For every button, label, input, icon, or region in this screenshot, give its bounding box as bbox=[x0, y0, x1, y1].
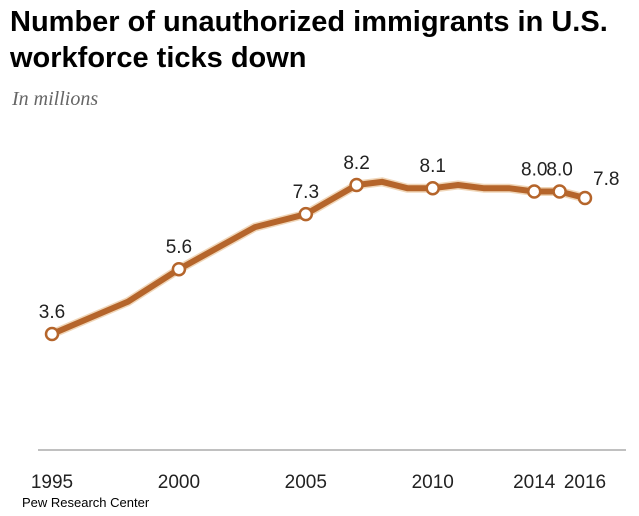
x-tick-label-1995: 1995 bbox=[31, 472, 73, 493]
data-label-2007: 8.2 bbox=[343, 153, 369, 174]
data-point-2007 bbox=[349, 177, 364, 193]
data-label-2014: 8.0 bbox=[521, 159, 547, 180]
data-label-2000: 5.6 bbox=[166, 237, 192, 258]
x-tick-label-2010: 2010 bbox=[412, 472, 454, 493]
data-label-2016: 7.8 bbox=[593, 169, 619, 190]
series-lines bbox=[47, 177, 590, 339]
data-label-2005: 7.3 bbox=[293, 182, 319, 203]
x-tick-label-2005: 2005 bbox=[285, 472, 327, 493]
data-labels: 3.6 5.6 7.3 8.2 8.1 8.08.0 7.8 bbox=[39, 153, 620, 323]
chart-subtitle: In millions bbox=[12, 88, 99, 110]
x-axis-ticks: 1995 2000 2005 2010 2014 2016 bbox=[31, 472, 606, 493]
data-point-2010 bbox=[425, 180, 440, 196]
data-point-2005 bbox=[298, 206, 314, 222]
x-tick-label-2000: 2000 bbox=[158, 472, 200, 493]
series-line-0 bbox=[49, 178, 588, 337]
x-tick-label-2016: 2016 bbox=[564, 472, 606, 493]
data-point-2000 bbox=[171, 261, 187, 277]
source-note: Pew Research Center bbox=[22, 495, 150, 510]
data-label-2015: 8.0 bbox=[546, 159, 572, 180]
data-point-2016 bbox=[577, 190, 593, 206]
data-point-1995 bbox=[44, 326, 60, 342]
data-point-2014 bbox=[526, 184, 542, 199]
data-point-2015 bbox=[552, 184, 567, 199]
data-label-2010: 8.1 bbox=[420, 156, 446, 177]
chart-title: Number of unauthorized immigrants in U.S… bbox=[10, 6, 608, 74]
data-label-1995: 3.6 bbox=[39, 302, 65, 323]
data-points bbox=[44, 177, 593, 342]
x-tick-label-2014: 2014 bbox=[513, 472, 556, 493]
